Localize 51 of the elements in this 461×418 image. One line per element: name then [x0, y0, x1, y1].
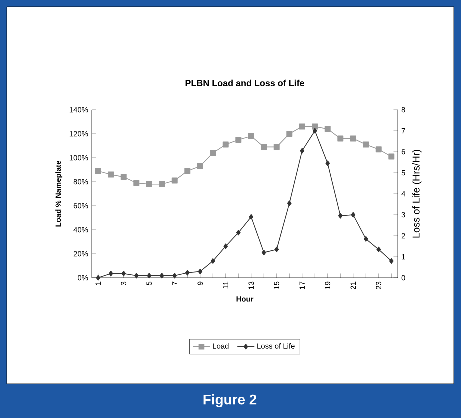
point: [351, 212, 356, 218]
point: [388, 154, 395, 160]
point: [134, 180, 140, 186]
point: [172, 273, 178, 279]
point: [287, 200, 292, 206]
point: [274, 246, 280, 252]
point: [146, 181, 152, 188]
point: [185, 270, 190, 276]
point: [108, 271, 114, 277]
point: [300, 148, 305, 154]
point: [274, 144, 280, 150]
point: [120, 174, 127, 180]
point: [312, 124, 318, 130]
point: [236, 137, 242, 143]
point: [389, 258, 394, 264]
point: [326, 160, 330, 166]
point: [147, 273, 152, 279]
point: [376, 146, 382, 153]
point: [108, 172, 114, 178]
y2-axis-title: Loss of Life (Hrs/Hr): [412, 150, 422, 238]
point: [122, 271, 126, 277]
point: [350, 136, 356, 142]
point: [197, 163, 204, 170]
point: [364, 236, 368, 242]
point: [248, 133, 254, 140]
chart-title: PLBN Load and Loss of Life: [186, 80, 304, 87]
point: [249, 214, 254, 220]
point: [312, 128, 318, 134]
point: [95, 168, 102, 174]
point: [210, 150, 216, 156]
point: [236, 230, 241, 236]
point: [134, 273, 139, 279]
point: [160, 273, 164, 279]
point: [363, 142, 370, 148]
point: [172, 178, 178, 184]
point: [338, 136, 344, 142]
point: [376, 246, 382, 252]
point: [299, 124, 306, 130]
point: [224, 244, 228, 250]
point: [286, 131, 293, 137]
point: [198, 268, 203, 274]
point: [338, 213, 343, 219]
point: [159, 181, 166, 188]
point: [261, 144, 268, 150]
point: [262, 250, 266, 256]
caption: Figure 2: [204, 394, 257, 408]
point: [96, 275, 101, 281]
point: [324, 126, 331, 132]
point: [184, 168, 191, 174]
point: [210, 258, 216, 264]
point: [222, 142, 229, 148]
